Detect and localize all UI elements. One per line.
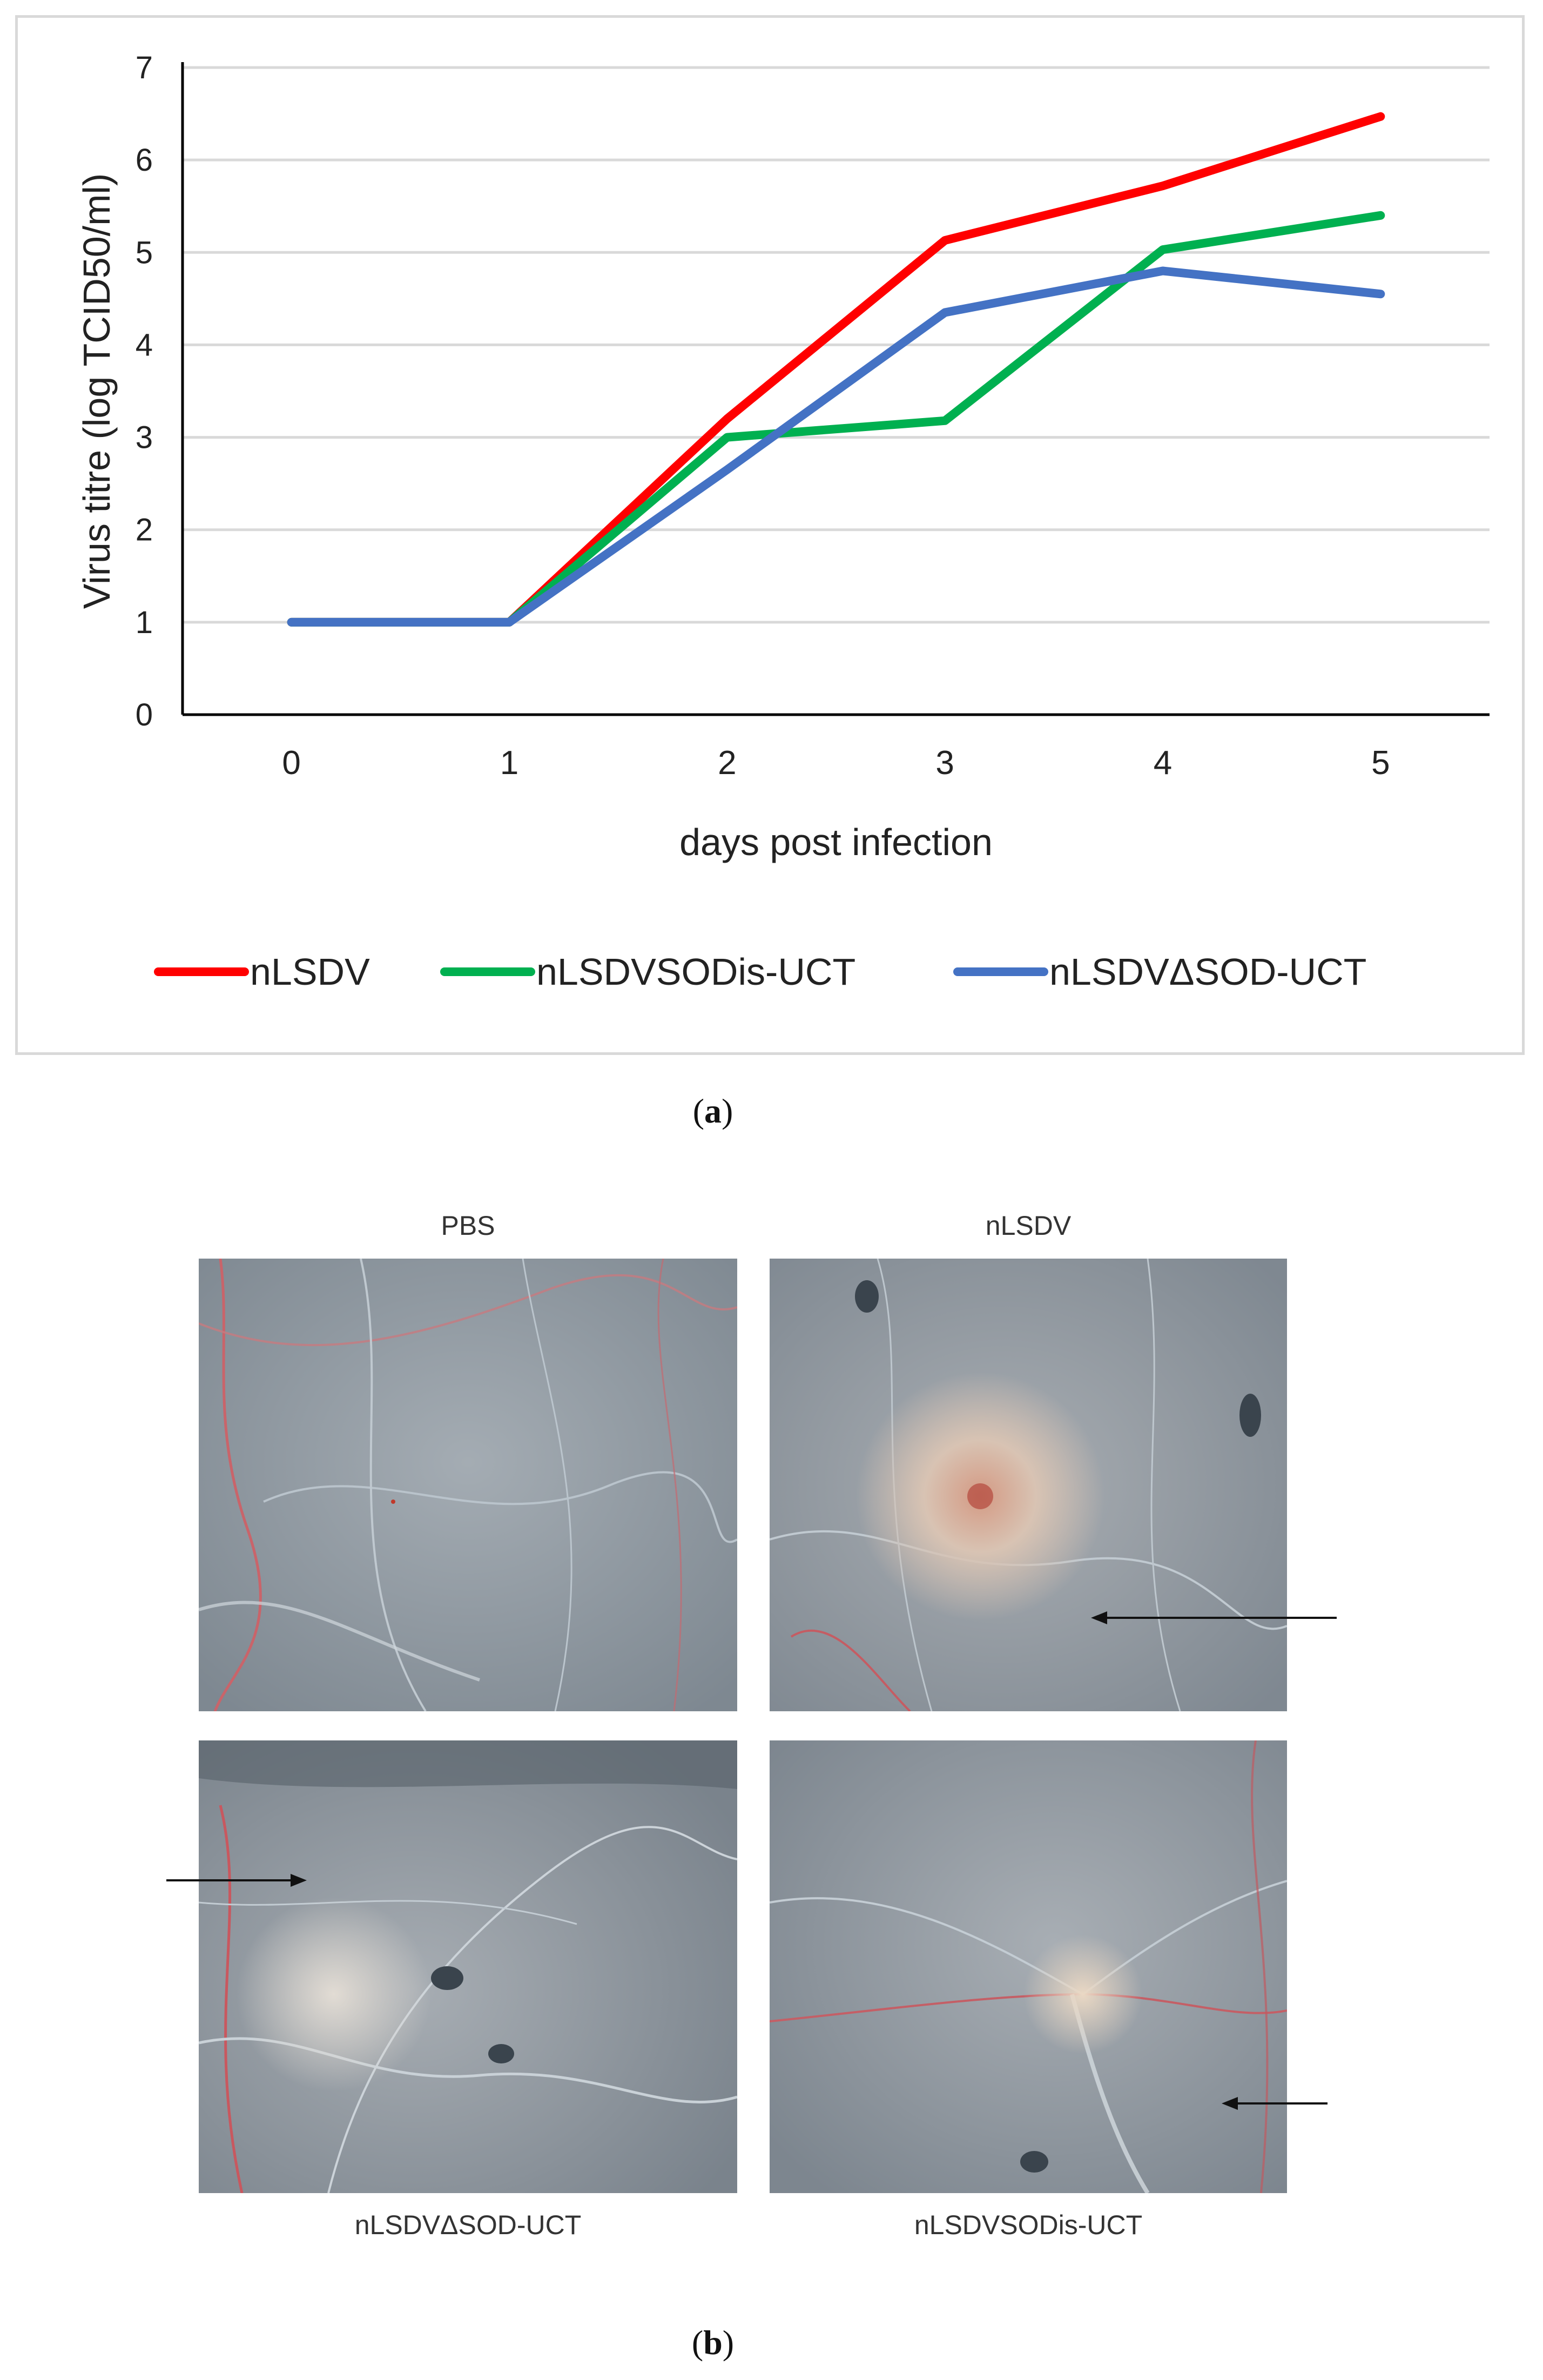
y-tick-label: 3 bbox=[136, 420, 153, 455]
panel-title-nlsdv-delta-sod-uct: nLSDVΔSOD-UCT bbox=[354, 2210, 582, 2240]
photo-nlsdv bbox=[770, 1259, 1287, 1711]
panel-title-nlsdv: nLSDV bbox=[985, 1211, 1072, 1241]
legend-label: nLSDVΔSOD-UCT bbox=[1049, 951, 1366, 993]
x-tick-label: 5 bbox=[1371, 744, 1390, 782]
line-chart: 0 1 2 3 4 5 6 7 0 1 2 3 4 5 days post infection Virus t… bbox=[76, 50, 1490, 993]
arrow-nlsdv-sodis-uct bbox=[1222, 2097, 1328, 2110]
x-tick-label: 0 bbox=[282, 744, 300, 782]
y-tick-label: 7 bbox=[136, 50, 153, 85]
legend-label: nLSDV bbox=[250, 951, 370, 993]
y-tick-label: 1 bbox=[136, 605, 153, 640]
panel-title-pbs: PBS bbox=[441, 1211, 495, 1241]
y-tick-label: 6 bbox=[136, 143, 153, 178]
x-tick-label: 1 bbox=[500, 744, 518, 782]
x-axis-title: days post infection bbox=[679, 821, 993, 863]
y-tick-label: 4 bbox=[136, 327, 153, 362]
y-axis-title: Virus titre (log TCID50/ml) bbox=[76, 173, 118, 609]
caption-a: (a) bbox=[692, 1092, 733, 1130]
y-tick-label: 2 bbox=[136, 513, 153, 548]
x-tick-label: 3 bbox=[935, 744, 954, 782]
photo-nlsdv-sodis-uct bbox=[770, 1740, 1287, 2193]
panel-title-nlsdv-sodis-uct: nLSDVSODis-UCT bbox=[914, 2210, 1143, 2240]
photo-nlsdv-delta-sod-uct bbox=[199, 1740, 737, 2193]
legend-label: nLSDVSODis-UCT bbox=[536, 951, 855, 993]
y-tick-label: 0 bbox=[136, 697, 153, 732]
chart-frame: 0 1 2 3 4 5 6 7 0 1 2 3 4 5 days post infection Virus t… bbox=[15, 15, 1525, 1055]
photo-pbs bbox=[199, 1259, 737, 1711]
arrow-nlsdv-delta-sod-uct bbox=[166, 1874, 307, 1887]
series-line-2 bbox=[287, 266, 1385, 627]
caption-b: (b) bbox=[691, 2323, 735, 2362]
y-tick-label: 5 bbox=[136, 235, 153, 270]
x-tick-label: 2 bbox=[718, 744, 736, 782]
arrow-nlsdv bbox=[1091, 1611, 1337, 1624]
x-tick-label: 4 bbox=[1154, 744, 1172, 782]
series-line-0 bbox=[287, 112, 1385, 627]
